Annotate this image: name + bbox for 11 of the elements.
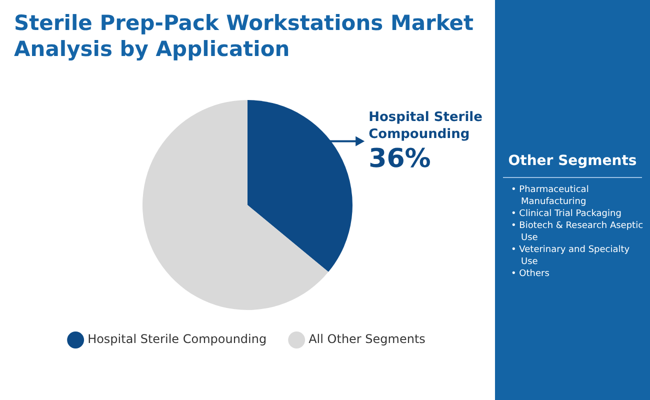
legend-label: All Other Segments [308, 332, 426, 346]
legend-label: Hospital Sterile Compounding [88, 332, 267, 346]
text: Other Segments [507, 153, 638, 169]
text: • Pharmaceutical Manufacturing [511, 184, 590, 208]
text: • Biotech & Research Aseptic Use [511, 220, 644, 244]
data-label: 36% [368, 144, 431, 174]
text: • Others [511, 268, 550, 280]
slice-label: Hospital Sterile Compounding [368, 110, 483, 142]
text: • Veterinary and Specialty Use [511, 244, 631, 268]
chart-title: Sterile Prep-Pack Workstations Market Analysis by Application [14, 10, 475, 62]
text: • Clinical Trial Packaging [511, 208, 622, 220]
